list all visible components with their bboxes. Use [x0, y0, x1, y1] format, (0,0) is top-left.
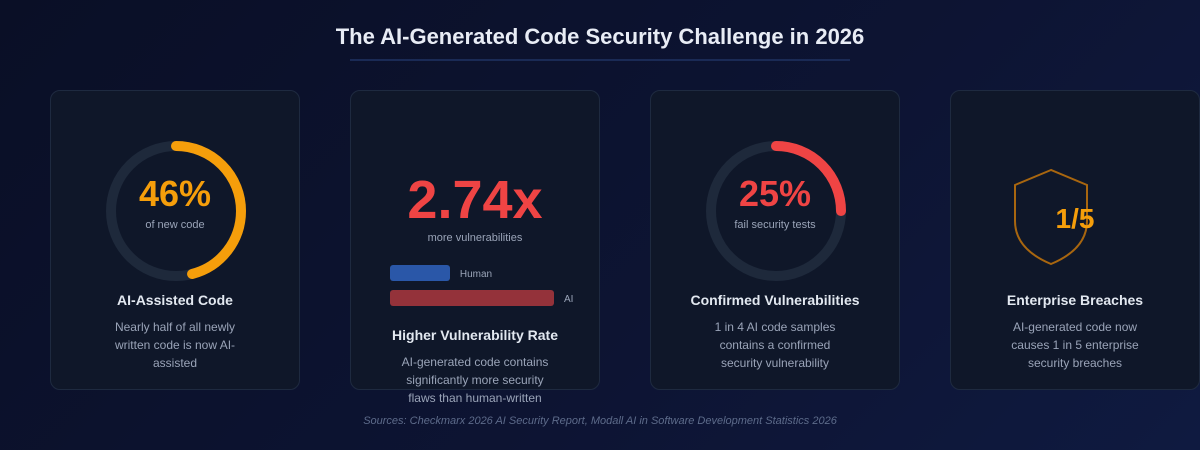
sources-note: Sources: Checkmarx 2026 AI Security Repo… — [363, 415, 837, 427]
stat-value: 2.74x — [407, 170, 543, 230]
card-confirmed-vulnerabilities: 25% fail security tests Confirmed Vulner… — [650, 90, 900, 390]
card-heading: Higher Vulnerability Rate — [392, 327, 558, 343]
card-desc: AI-generated code now causes 1 in 5 ente… — [1011, 320, 1139, 370]
card-desc: Nearly half of all newly written code is… — [114, 320, 236, 370]
stat-value: 1/5 — [1055, 203, 1095, 234]
stat-value: 46% — [138, 173, 212, 214]
stat-value: 25% — [738, 173, 812, 214]
stat-sub: fail security tests — [734, 219, 816, 231]
bar-label-human: Human — [459, 269, 493, 280]
progress-arc — [706, 141, 846, 281]
bar-ai — [390, 290, 554, 306]
card-vulnerability-rate: 2.74x more vulnerabilities Human AI High… — [350, 90, 600, 405]
card-heading: Enterprise Breaches — [1006, 292, 1144, 308]
title-divider — [350, 59, 850, 61]
card-heading: AI-Assisted Code — [117, 292, 233, 308]
card-enterprise-breaches: 1/5 Enterprise Breaches AI-generated cod… — [950, 90, 1200, 390]
card-desc: 1 in 4 AI code samples contains a confir… — [714, 320, 836, 370]
progress-ring-25 — [706, 141, 846, 281]
card-ai-assisted-code: 46% of new code AI-Assisted Code Nearly … — [50, 90, 300, 390]
stat-sub: more vulnerabilities — [427, 232, 523, 244]
progress-ring-46 — [106, 141, 246, 281]
bar-label-ai: AI — [564, 294, 574, 305]
page-title: The AI-Generated Code Security Challenge… — [335, 24, 865, 49]
shield-icon — [1014, 168, 1088, 266]
stat-sub: of new code — [145, 219, 205, 231]
card-desc: AI-generated code contains significantly… — [401, 355, 549, 405]
progress-arc — [106, 141, 246, 281]
bar-human — [390, 265, 450, 281]
card-heading: Confirmed Vulnerabilities — [690, 292, 860, 308]
